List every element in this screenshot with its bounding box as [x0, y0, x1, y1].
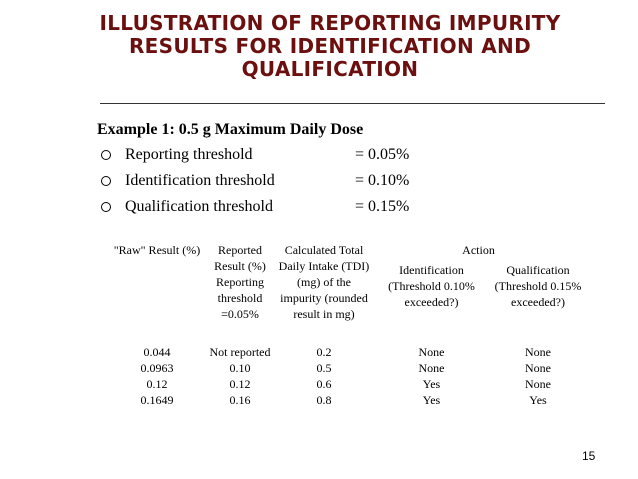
cell-reported: 0.16 [229, 393, 251, 407]
cell-reported: Not reported [209, 345, 271, 359]
cell-qualification: None [525, 345, 551, 359]
table-spacer [110, 322, 585, 344]
circle-bullet-icon [101, 202, 111, 212]
header-raw-result: "Raw" Result (%) [113, 243, 201, 257]
table-subheader-row: Identification (Threshold 0.10% exceeded… [110, 262, 585, 322]
page-number: 15 [582, 449, 596, 463]
threshold-label: Reporting threshold [125, 146, 253, 163]
cell-raw: 0.044 [143, 345, 171, 359]
slide-title: Illustration of Reporting Impurity Resul… [99, 11, 561, 81]
threshold-value: = 0.15% [355, 198, 410, 215]
cell-raw: 0.1649 [140, 393, 174, 407]
cell-raw: 0.0963 [140, 361, 174, 375]
cell-tdi: 0.5 [316, 361, 332, 375]
cell-tdi: 0.6 [316, 377, 332, 391]
cell-tdi: 0.8 [316, 393, 332, 407]
table-row: 0.0963 0.10 0.5 None None [110, 360, 585, 376]
header-reported-result: Reported Result (%) Reporting threshold … [214, 243, 266, 321]
impurity-results-table: "Raw" Result (%) Reported Result (%) Rep… [110, 242, 585, 408]
header-action: Action [462, 243, 495, 257]
circle-bullet-icon [101, 176, 111, 186]
cell-identification: Yes [422, 393, 441, 407]
table-row: 0.1649 0.16 0.8 Yes Yes [110, 392, 585, 408]
cell-identification: None [418, 361, 445, 375]
threshold-label: Qualification threshold [125, 198, 273, 215]
cell-reported: 0.10 [229, 361, 251, 375]
cell-qualification: None [525, 361, 551, 375]
header-identification: Identification (Threshold 0.10% exceeded… [388, 263, 475, 309]
example-heading: Example 1: 0.5 g Maximum Daily Dose [97, 121, 364, 138]
header-qualification: Qualification (Threshold 0.15% exceeded?… [494, 263, 582, 309]
header-total-daily-intake: Calculated Total Daily Intake (TDI) (mg)… [278, 243, 370, 321]
threshold-value: = 0.10% [355, 172, 410, 189]
circle-bullet-icon [101, 150, 111, 160]
cell-qualification: Yes [529, 393, 547, 407]
table-row: 0.12 0.12 0.6 Yes None [110, 376, 585, 392]
cell-identification: Yes [422, 377, 441, 391]
threshold-label: Identification threshold [125, 172, 275, 189]
cell-qualification: None [525, 377, 551, 391]
cell-tdi: 0.2 [316, 345, 332, 359]
cell-identification: None [418, 345, 445, 359]
title-divider [100, 103, 605, 104]
cell-reported: 0.12 [229, 377, 251, 391]
cell-raw: 0.12 [146, 377, 168, 391]
table-row: 0.044 Not reported 0.2 None None [110, 344, 585, 360]
table-header-row: "Raw" Result (%) Reported Result (%) Rep… [110, 242, 585, 321]
threshold-value: = 0.05% [355, 146, 410, 163]
